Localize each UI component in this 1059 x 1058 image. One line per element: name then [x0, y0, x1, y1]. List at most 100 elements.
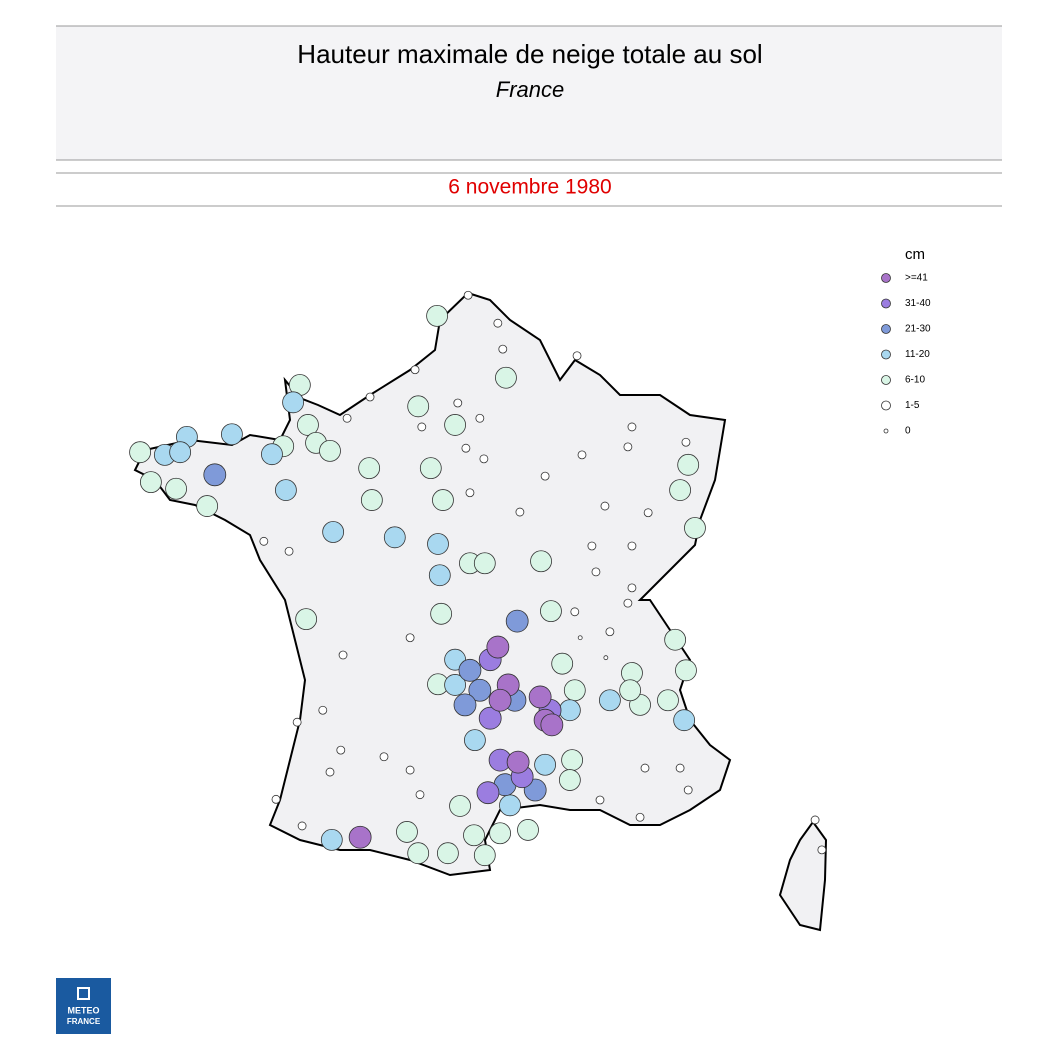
station [673, 709, 696, 732]
station [295, 608, 318, 631]
station [427, 533, 449, 555]
legend-swatch [881, 400, 891, 411]
station [325, 767, 335, 777]
legend-swatch [883, 428, 889, 434]
station [196, 495, 219, 517]
station [664, 628, 687, 651]
station [619, 679, 642, 702]
station [379, 752, 389, 762]
station [643, 508, 653, 518]
station [506, 750, 530, 774]
station [600, 501, 610, 511]
logo-text: FRANCE [67, 1017, 101, 1026]
legend-swatch [881, 273, 891, 283]
station [468, 678, 492, 702]
stations [129, 290, 827, 867]
station [479, 454, 489, 464]
station [444, 674, 467, 696]
station [558, 699, 581, 722]
station [465, 488, 475, 498]
station [336, 745, 346, 755]
station [318, 705, 328, 715]
station [623, 598, 633, 608]
legend-label: 21-30 [905, 324, 931, 335]
station [405, 765, 415, 775]
station [563, 679, 586, 702]
station [274, 479, 297, 502]
subtitle: France [496, 77, 564, 102]
station [428, 564, 451, 587]
station [407, 395, 430, 418]
station [684, 517, 706, 539]
station [320, 828, 343, 851]
station [169, 441, 192, 464]
station [577, 450, 587, 460]
station [444, 414, 467, 436]
station [365, 392, 375, 402]
station [342, 413, 352, 423]
station [489, 822, 512, 845]
station [623, 442, 633, 452]
station [505, 609, 529, 633]
station [473, 552, 496, 575]
station [338, 650, 348, 660]
station [681, 437, 691, 447]
legend-label: 6-10 [905, 375, 925, 386]
station [449, 795, 471, 817]
station [453, 693, 477, 717]
station [635, 812, 645, 822]
station [458, 658, 482, 682]
station [515, 507, 525, 517]
station [528, 685, 552, 709]
legend-label: 0 [905, 426, 911, 437]
station [284, 546, 294, 556]
corsica-outline [778, 820, 828, 932]
legend-swatch [881, 349, 891, 360]
station [430, 602, 453, 625]
station [319, 439, 341, 462]
station [540, 471, 550, 481]
station [475, 413, 485, 423]
station [595, 795, 605, 805]
station [259, 536, 269, 546]
station [436, 842, 459, 865]
station [419, 457, 442, 480]
station [627, 422, 637, 432]
logo-icon [77, 987, 90, 1000]
station [463, 290, 473, 300]
legend: >=41 31-40 21-30 11-20 6-10 1-5 0 [881, 273, 931, 437]
station [282, 391, 305, 414]
station [599, 689, 621, 712]
station [292, 717, 302, 727]
station [570, 607, 580, 617]
station [461, 443, 471, 453]
station [493, 318, 503, 328]
legend-swatch [881, 298, 891, 309]
station [591, 567, 601, 577]
station [203, 463, 227, 487]
legend-label: 1-5 [905, 400, 920, 411]
station [426, 304, 449, 327]
station [572, 351, 582, 361]
legend-label: >=41 [905, 273, 928, 284]
station [627, 583, 637, 593]
legend-label: 11-20 [905, 349, 930, 360]
station [129, 441, 152, 464]
station [499, 794, 521, 817]
station [261, 443, 283, 466]
station [417, 422, 427, 432]
legend-label: 31-40 [905, 298, 931, 309]
station [540, 600, 562, 623]
station [358, 457, 381, 480]
station [486, 635, 510, 659]
station [473, 844, 496, 867]
station [405, 633, 415, 643]
station [558, 769, 581, 791]
station [297, 414, 319, 436]
station [551, 652, 574, 675]
station [297, 821, 307, 831]
station [410, 365, 420, 375]
station [657, 689, 679, 712]
